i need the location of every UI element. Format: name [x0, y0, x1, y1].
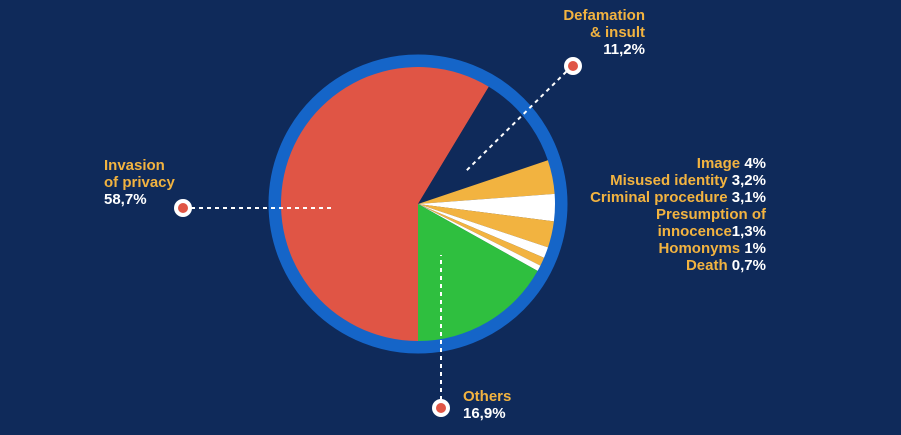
label-presumption: innocence1,3% — [590, 223, 766, 240]
pie-slice-6 — [418, 204, 545, 266]
pie-slice-7 — [418, 204, 541, 271]
leader-lines — [183, 65, 573, 408]
label-homonyms-name: Homonyms — [658, 240, 741, 257]
label-death-name: Death — [685, 257, 728, 274]
label-defamation-line2: & insult — [590, 24, 645, 41]
label-homonyms: Homonyms 1% — [590, 240, 766, 257]
pie-slice-4 — [418, 204, 554, 248]
label-privacy-line1: Invasion — [104, 157, 165, 174]
label-presumption-value: 1,3% — [731, 223, 766, 240]
label-misused: Misused identity 3,2% — [590, 172, 766, 189]
label-privacy: Invasion of privacy 58,7% — [104, 157, 175, 208]
label-defamation-value: 11,2% — [603, 41, 645, 58]
pie-slice-8 — [418, 204, 538, 341]
label-presumption-line2: innocence — [657, 223, 732, 240]
label-image: Image 4% — [590, 155, 766, 172]
label-criminal-value: 3,1% — [731, 189, 766, 206]
label-presumption-line1: Presumption of — [655, 206, 766, 223]
label-image-name: Image — [696, 155, 741, 172]
label-privacy-value: 58,7% — [104, 191, 147, 208]
label-group-small-slices: Image 4% Misused identity 3,2% Criminal … — [590, 155, 766, 274]
pie-slice-0 — [280, 66, 489, 341]
label-homonyms-value: 1% — [744, 240, 766, 257]
label-others-value: 16,9% — [463, 405, 506, 422]
label-privacy-line2: of privacy — [104, 174, 175, 191]
label-criminal-name: Criminal procedure — [590, 189, 728, 206]
label-death-value: 0,7% — [731, 257, 766, 274]
marker-dot-privacy-inner — [178, 203, 188, 213]
label-defamation-line1: Defamation — [563, 7, 645, 24]
pie-slice-2 — [418, 160, 555, 204]
label-misused-value: 3,2% — [731, 172, 766, 189]
pie-outer-ring — [268, 54, 568, 354]
label-others-name: Others — [463, 388, 512, 405]
pie-slice-1 — [418, 86, 548, 204]
label-defamation: Defamation & insult 11,2% — [563, 7, 645, 58]
label-death: Death 0,7% — [590, 257, 766, 274]
marker-dots — [174, 57, 582, 417]
leader-line-defamation — [464, 65, 573, 173]
label-criminal: Criminal procedure 3,1% — [590, 189, 766, 206]
pie-slice-3 — [418, 193, 555, 222]
pie-slices — [280, 66, 555, 341]
label-image-value: 4% — [744, 155, 766, 172]
label-others: Others 16,9% — [463, 388, 511, 422]
pie-slice-5 — [418, 204, 548, 258]
marker-dot-others-inner — [436, 403, 446, 413]
marker-dot-defamation-inner — [568, 61, 578, 71]
label-misused-name: Misused identity — [610, 172, 728, 189]
